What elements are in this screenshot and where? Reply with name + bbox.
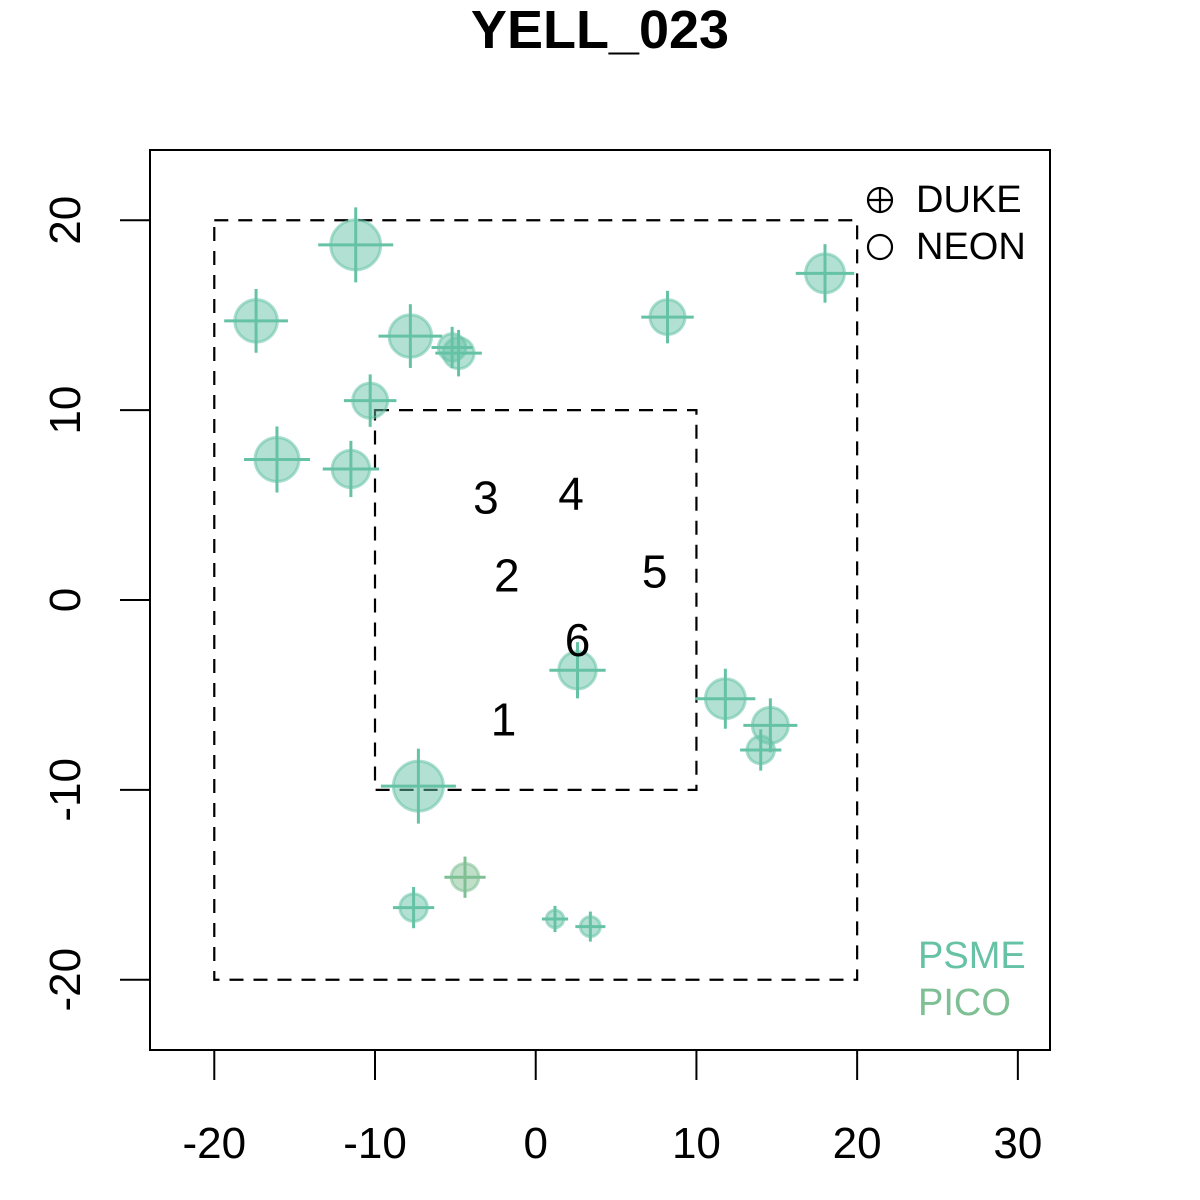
- data-point: [541, 905, 569, 933]
- data-point: [641, 290, 694, 344]
- dashed-box-2: [373, 409, 698, 791]
- x-tick-label: 10: [672, 1119, 721, 1168]
- species-legend-label: PICO: [918, 982, 1011, 1024]
- data-point: [392, 886, 435, 929]
- annotation-label: 6: [565, 614, 591, 666]
- species-legend-label: PSME: [918, 935, 1026, 977]
- legend-label: NEON: [916, 226, 1026, 268]
- y-tick-label: 10: [41, 386, 90, 435]
- legend: DUKE NEON PSME PICO: [866, 179, 1026, 1024]
- data-point: [435, 329, 482, 377]
- y-tick-label: -10: [41, 758, 90, 822]
- data-point: [740, 729, 782, 771]
- x-tick-label: 0: [523, 1119, 547, 1168]
- data-point: [575, 911, 606, 942]
- data-point: [695, 668, 756, 729]
- annotation-label: 1: [491, 694, 517, 746]
- annotation-label: 3: [473, 471, 499, 523]
- y-tick-label: 20: [41, 196, 90, 245]
- x-axis: -20 -10 0 10 20 30: [182, 1049, 1042, 1168]
- annotation-label: 4: [558, 468, 584, 520]
- y-tick-label: 0: [41, 588, 90, 612]
- x-tick-label: -20: [182, 1119, 246, 1168]
- x-tick-label: 20: [833, 1119, 882, 1168]
- data-point: [318, 207, 394, 283]
- data-point: [378, 304, 443, 368]
- annotation-label: 5: [642, 545, 668, 597]
- plot-frame: [149, 149, 1051, 1051]
- y-tick-label: -20: [41, 948, 90, 1012]
- data-point: [343, 374, 397, 427]
- dashed-boxes: [213, 219, 859, 981]
- data-point: [444, 856, 486, 898]
- data-point: [224, 289, 288, 353]
- annotation-label: 2: [494, 549, 520, 601]
- legend-symbol-circle: [866, 233, 894, 261]
- y-axis: -20 -10 0 10 20: [41, 196, 151, 1012]
- number-annotations: 1 2 3 4 56: [473, 468, 667, 746]
- x-tick-label: 30: [993, 1119, 1042, 1168]
- x-tick-label: -10: [343, 1119, 407, 1168]
- chart-title: YELL_023: [471, 0, 729, 60]
- data-points: [224, 207, 855, 942]
- data-point: [243, 426, 310, 493]
- data-point: [380, 748, 456, 824]
- data-point: [549, 642, 606, 699]
- data-point: [322, 440, 380, 498]
- legend-label: DUKE: [916, 179, 1022, 221]
- dashed-box-1: [213, 219, 859, 981]
- data-point: [795, 244, 855, 303]
